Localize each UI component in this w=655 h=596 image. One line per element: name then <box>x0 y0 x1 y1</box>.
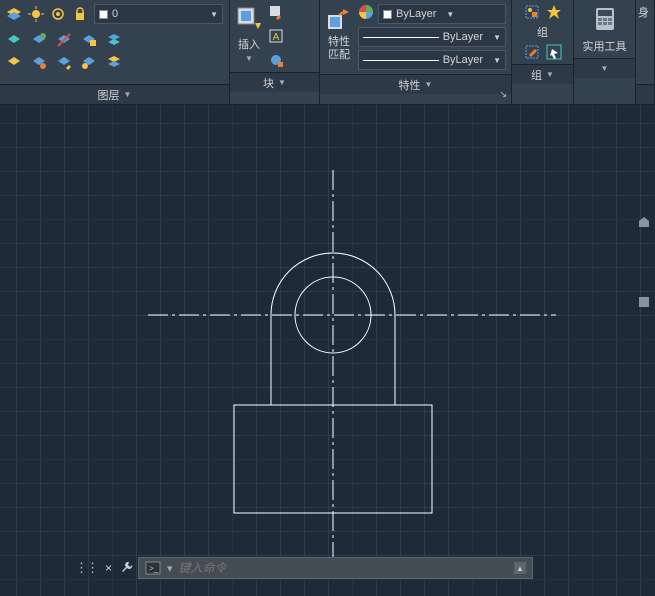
command-input[interactable] <box>179 561 508 575</box>
drag-handle-icon[interactable]: ⋮⋮ <box>75 560 97 576</box>
panel-block: 插入 ▼ A 块 ▼ <box>230 0 320 104</box>
layer-tool-3-icon[interactable] <box>56 32 72 48</box>
chevron-down-icon: ▼ <box>446 10 454 19</box>
drawing-svg <box>0 105 655 596</box>
color-swatch-icon <box>383 10 392 19</box>
chevron-down-icon: ▼ <box>493 33 501 42</box>
layer-combo-value: 0 <box>112 8 118 20</box>
panel-title-label: 特性 <box>399 77 421 93</box>
panel-title-label: 块 <box>263 75 274 91</box>
svg-text:>_: >_ <box>149 564 159 573</box>
chevron-down-icon: ▼ <box>278 78 286 87</box>
layer-tool-7-icon[interactable] <box>31 54 47 70</box>
layer-tool-2-icon[interactable] <box>31 32 47 48</box>
terminal-icon: >_ <box>145 561 161 575</box>
chevron-down-icon: ▼ <box>425 80 433 89</box>
sun-icon[interactable] <box>28 6 44 22</box>
panel-extra: 身 <box>636 0 655 104</box>
panel-group: 组 组 ▼ <box>512 0 574 104</box>
utilities-label: 实用工具 <box>583 38 627 54</box>
panel-title-layers[interactable]: 图层 ▼ <box>0 84 229 104</box>
freeze-icon[interactable] <box>50 6 66 22</box>
chevron-down-icon: ▼ <box>601 64 609 73</box>
history-up-icon[interactable]: ▲ <box>514 562 526 574</box>
chevron-down-icon: ▼ <box>546 70 554 79</box>
layer-properties-icon[interactable] <box>6 6 22 22</box>
chevron-down-icon: ▼ <box>210 10 218 19</box>
match-properties-icon <box>324 4 354 34</box>
prompt-chevron-icon: ▾ <box>167 562 173 575</box>
ribbon: 0 ▼ 图层 ▼ <box>0 0 655 105</box>
linetype-value: ByLayer <box>443 54 483 66</box>
layer-tool-6-icon[interactable] <box>6 54 22 70</box>
group-label: 组 <box>537 24 548 40</box>
close-icon[interactable]: × <box>101 561 116 575</box>
linetype-combo[interactable]: ByLayer ▼ <box>358 50 506 70</box>
layer-combo[interactable]: 0 ▼ <box>94 4 223 24</box>
panel-title-extra[interactable] <box>636 84 654 104</box>
layer-tool-8-icon[interactable] <box>56 54 72 70</box>
color-wheel-icon[interactable] <box>358 4 374 20</box>
layer-tool-9-icon[interactable] <box>81 54 97 70</box>
panel-properties: 特性 匹配 ByLayer ▼ ByLayer ▼ <box>320 0 512 104</box>
chevron-down-icon: ▼ <box>493 56 501 65</box>
extra-label: 身 <box>638 7 649 19</box>
insert-icon <box>234 4 264 34</box>
layer-tool-4-icon[interactable] <box>81 32 97 48</box>
command-input-wrap: >_ ▾ ▲ <box>138 557 533 579</box>
group-star-icon[interactable] <box>546 4 562 20</box>
chevron-down-icon: ▼ <box>124 90 132 99</box>
color-swatch-icon <box>99 10 108 19</box>
panel-title-label: 图层 <box>98 87 120 103</box>
match-label: 特性 匹配 <box>328 36 350 61</box>
panel-title-utilities[interactable]: ▼ <box>574 58 635 78</box>
dialog-launcher-icon[interactable]: ↘ <box>499 89 507 100</box>
match-properties-button[interactable]: 特性 匹配 <box>324 4 354 70</box>
panel-title-properties[interactable]: 特性 ▼ ↘ <box>320 74 511 94</box>
layer-tool-1-icon[interactable] <box>6 32 22 48</box>
block-tool-icon[interactable] <box>268 52 284 68</box>
group-create-icon[interactable] <box>524 4 540 20</box>
lineweight-sample-icon <box>363 37 439 38</box>
group-select-icon[interactable] <box>546 44 562 60</box>
group-edit-icon[interactable] <box>524 44 540 60</box>
nav-icon[interactable] <box>637 295 651 309</box>
panel-layers: 0 ▼ 图层 ▼ <box>0 0 230 104</box>
insert-label: 插入 <box>238 36 260 52</box>
svg-text:A: A <box>273 32 280 43</box>
insert-button[interactable]: 插入 ▼ <box>234 4 264 63</box>
lineweight-value: ByLayer <box>443 31 483 43</box>
home-icon[interactable] <box>637 215 651 229</box>
color-combo[interactable]: ByLayer ▼ <box>378 4 506 24</box>
layer-tool-10-icon[interactable] <box>106 54 122 70</box>
panel-title-group[interactable]: 组 ▼ <box>512 64 573 84</box>
wrench-icon[interactable] <box>120 560 134 577</box>
block-edit-icon[interactable] <box>268 4 284 20</box>
panel-utilities: 实用工具 ▼ <box>574 0 636 104</box>
panel-title-label: 组 <box>531 67 542 83</box>
lineweight-combo[interactable]: ByLayer ▼ <box>358 27 506 47</box>
block-attr-icon[interactable]: A <box>268 28 284 44</box>
color-value: ByLayer <box>396 8 436 20</box>
command-bar: ⋮⋮ × >_ ▾ ▲ <box>75 557 533 579</box>
lock-icon[interactable] <box>72 6 88 22</box>
chevron-down-icon: ▼ <box>245 54 253 63</box>
panel-title-block[interactable]: 块 ▼ <box>230 72 319 92</box>
layer-tool-5-icon[interactable] <box>106 32 122 48</box>
calculator-button[interactable] <box>590 4 620 34</box>
linetype-sample-icon <box>363 60 439 61</box>
drawing-canvas[interactable]: ⋮⋮ × >_ ▾ ▲ <box>0 105 655 596</box>
